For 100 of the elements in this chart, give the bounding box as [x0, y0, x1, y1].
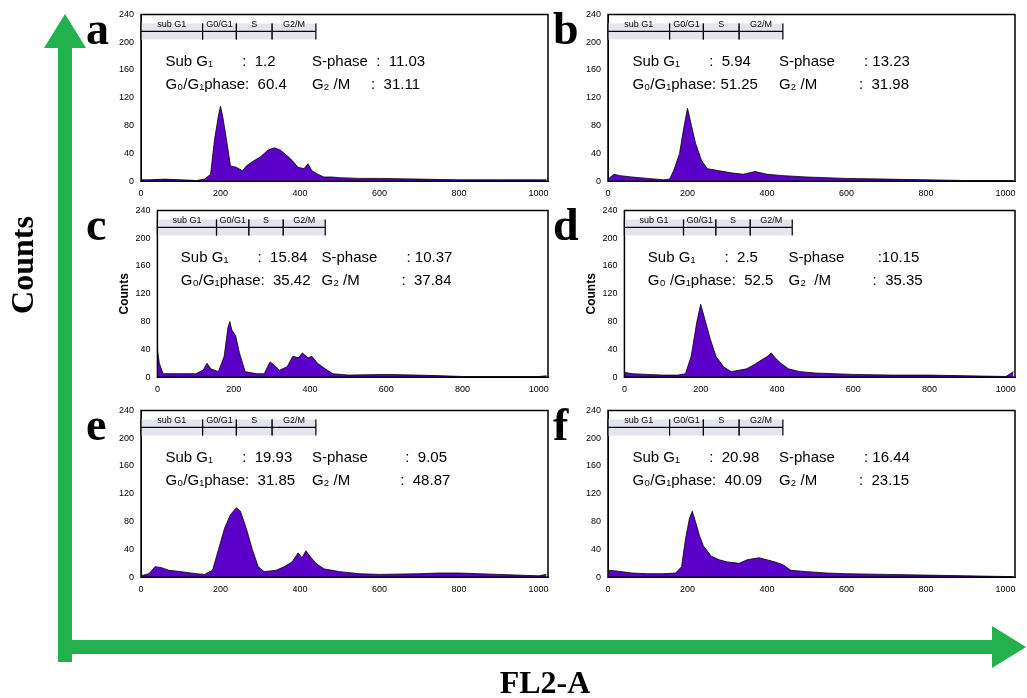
- x-tick-label: 600: [838, 188, 854, 199]
- band-label: S: [251, 415, 258, 426]
- annotation: Sub G₁ : 1.2: [165, 52, 276, 70]
- annotation: Sub G₁ : 2.5: [647, 248, 758, 266]
- y-tick-label: 80: [591, 516, 602, 527]
- annotation: S-phase : 16.44: [778, 448, 910, 466]
- y-tick-label: 200: [135, 232, 151, 243]
- x-tick-label: 400: [769, 384, 785, 395]
- annotation: S-phase : 11.03: [311, 52, 426, 70]
- x-tick-label: 200: [679, 188, 696, 199]
- y-tick-label: 120: [118, 488, 135, 499]
- chart-title: f: [553, 399, 569, 450]
- y-tick-label: 200: [585, 36, 602, 47]
- y-tick-label: 80: [607, 316, 618, 327]
- y-tick-label: 80: [140, 316, 151, 327]
- y-tick-label: 240: [585, 404, 602, 415]
- y-tick-label: 0: [145, 371, 151, 382]
- band-label: G0/G1: [206, 415, 233, 426]
- y-tick-label: 160: [118, 64, 135, 75]
- band-label: sub G1: [624, 19, 654, 30]
- x-tick-label: 800: [455, 384, 471, 395]
- x-tick-label: 800: [918, 584, 934, 595]
- band-label: G2/M: [750, 415, 773, 426]
- y-tick-label: 240: [118, 404, 135, 415]
- y-tick-label: 0: [596, 571, 602, 582]
- band-label: G2/M: [293, 215, 316, 226]
- y-tick-label: 0: [612, 371, 618, 382]
- y-tick-label: 0: [129, 571, 135, 582]
- band-label: S: [718, 415, 725, 426]
- x-tick-label: 600: [838, 584, 854, 595]
- y-tick-label: 80: [591, 120, 602, 131]
- y-tick-label: 40: [591, 147, 602, 158]
- annotation: Sub G₁ : 5.94: [632, 52, 751, 70]
- y-tick-label: 40: [124, 147, 135, 158]
- y-tick-label: 120: [135, 288, 151, 299]
- chart-title: a: [86, 3, 109, 54]
- y-tick-label: 120: [602, 288, 618, 299]
- y-tick-label: 80: [124, 120, 135, 131]
- y-tick-label: 160: [118, 460, 135, 471]
- annotation: S-phase : 9.05: [311, 448, 448, 466]
- y-tick-label: 120: [118, 92, 135, 103]
- annotation: G₂ /M : 31.11: [311, 75, 421, 93]
- annotation: S-phase : 13.23: [778, 52, 910, 70]
- band-label: G2/M: [283, 19, 306, 30]
- y-tick-label: 160: [585, 460, 602, 471]
- band-label: G0/G1: [673, 19, 700, 30]
- x-tick-label: 600: [371, 188, 387, 199]
- x-tick-label: 200: [693, 384, 709, 395]
- y-tick-label: 0: [129, 175, 135, 186]
- band-label: G2/M: [760, 215, 783, 226]
- chart-title: c: [86, 199, 107, 250]
- x-tick-label: 400: [292, 188, 308, 199]
- x-tick-label: 200: [679, 584, 696, 595]
- chart-title: d: [553, 199, 579, 250]
- band-label: sub G1: [157, 19, 187, 30]
- band-label: S: [251, 19, 258, 30]
- x-tick-label: 400: [759, 584, 775, 595]
- band-label: sub G1: [639, 215, 669, 226]
- band-label: sub G1: [172, 215, 202, 226]
- y-tick-label: 120: [585, 488, 602, 499]
- annotation: G₀/G₁phase: 40.09: [632, 471, 763, 489]
- x-tick-label: 800: [922, 384, 938, 395]
- chart-title: e: [86, 399, 107, 450]
- y-tick-label: 160: [602, 260, 618, 271]
- band-label: sub G1: [157, 415, 187, 426]
- annotation: G₀/G₁phase: 31.85: [165, 471, 296, 489]
- y-tick-label: 80: [124, 516, 135, 527]
- chart-title: b: [553, 3, 579, 54]
- y-tick-label: 120: [585, 92, 602, 103]
- y-tick-label: 160: [585, 64, 602, 75]
- annotation: Sub G₁ : 20.98: [632, 448, 760, 466]
- y-axis-title: Counts: [116, 272, 131, 315]
- y-tick-label: 160: [135, 260, 151, 271]
- annotation: G₀ /G₁phase: 52.5: [647, 271, 774, 289]
- band-label: G0/G1: [686, 215, 714, 226]
- x-tick-label: 0: [621, 384, 627, 395]
- x-tick-label: 0: [154, 384, 160, 395]
- x-tick-label: 1000: [528, 384, 549, 395]
- x-tick-label: 1000: [995, 384, 1016, 395]
- x-tick-label: 200: [212, 188, 229, 199]
- band-label: G0/G1: [673, 415, 700, 426]
- annotation: Sub G₁ : 19.93: [165, 448, 293, 466]
- annotation: G₂ /M : 48.87: [311, 471, 451, 489]
- x-tick-label: 400: [759, 188, 775, 199]
- y-tick-label: 240: [118, 8, 135, 19]
- x-tick-label: 800: [451, 584, 467, 595]
- y-tick-label: 200: [585, 432, 602, 443]
- annotation: S-phase : 10.37: [321, 248, 453, 266]
- x-tick-label: 800: [918, 188, 934, 199]
- y-tick-label: 240: [135, 204, 151, 215]
- x-tick-label: 1000: [528, 188, 549, 199]
- y-tick-label: 40: [124, 543, 135, 554]
- band-label: sub G1: [624, 415, 654, 426]
- y-tick-label: 40: [140, 343, 151, 354]
- y-tick-label: 240: [585, 8, 602, 19]
- x-tick-label: 400: [302, 384, 318, 395]
- y-tick-label: 0: [596, 175, 602, 186]
- y-axis-title: Counts: [583, 272, 598, 315]
- x-tick-label: 800: [451, 188, 467, 199]
- band-label: S: [263, 215, 270, 226]
